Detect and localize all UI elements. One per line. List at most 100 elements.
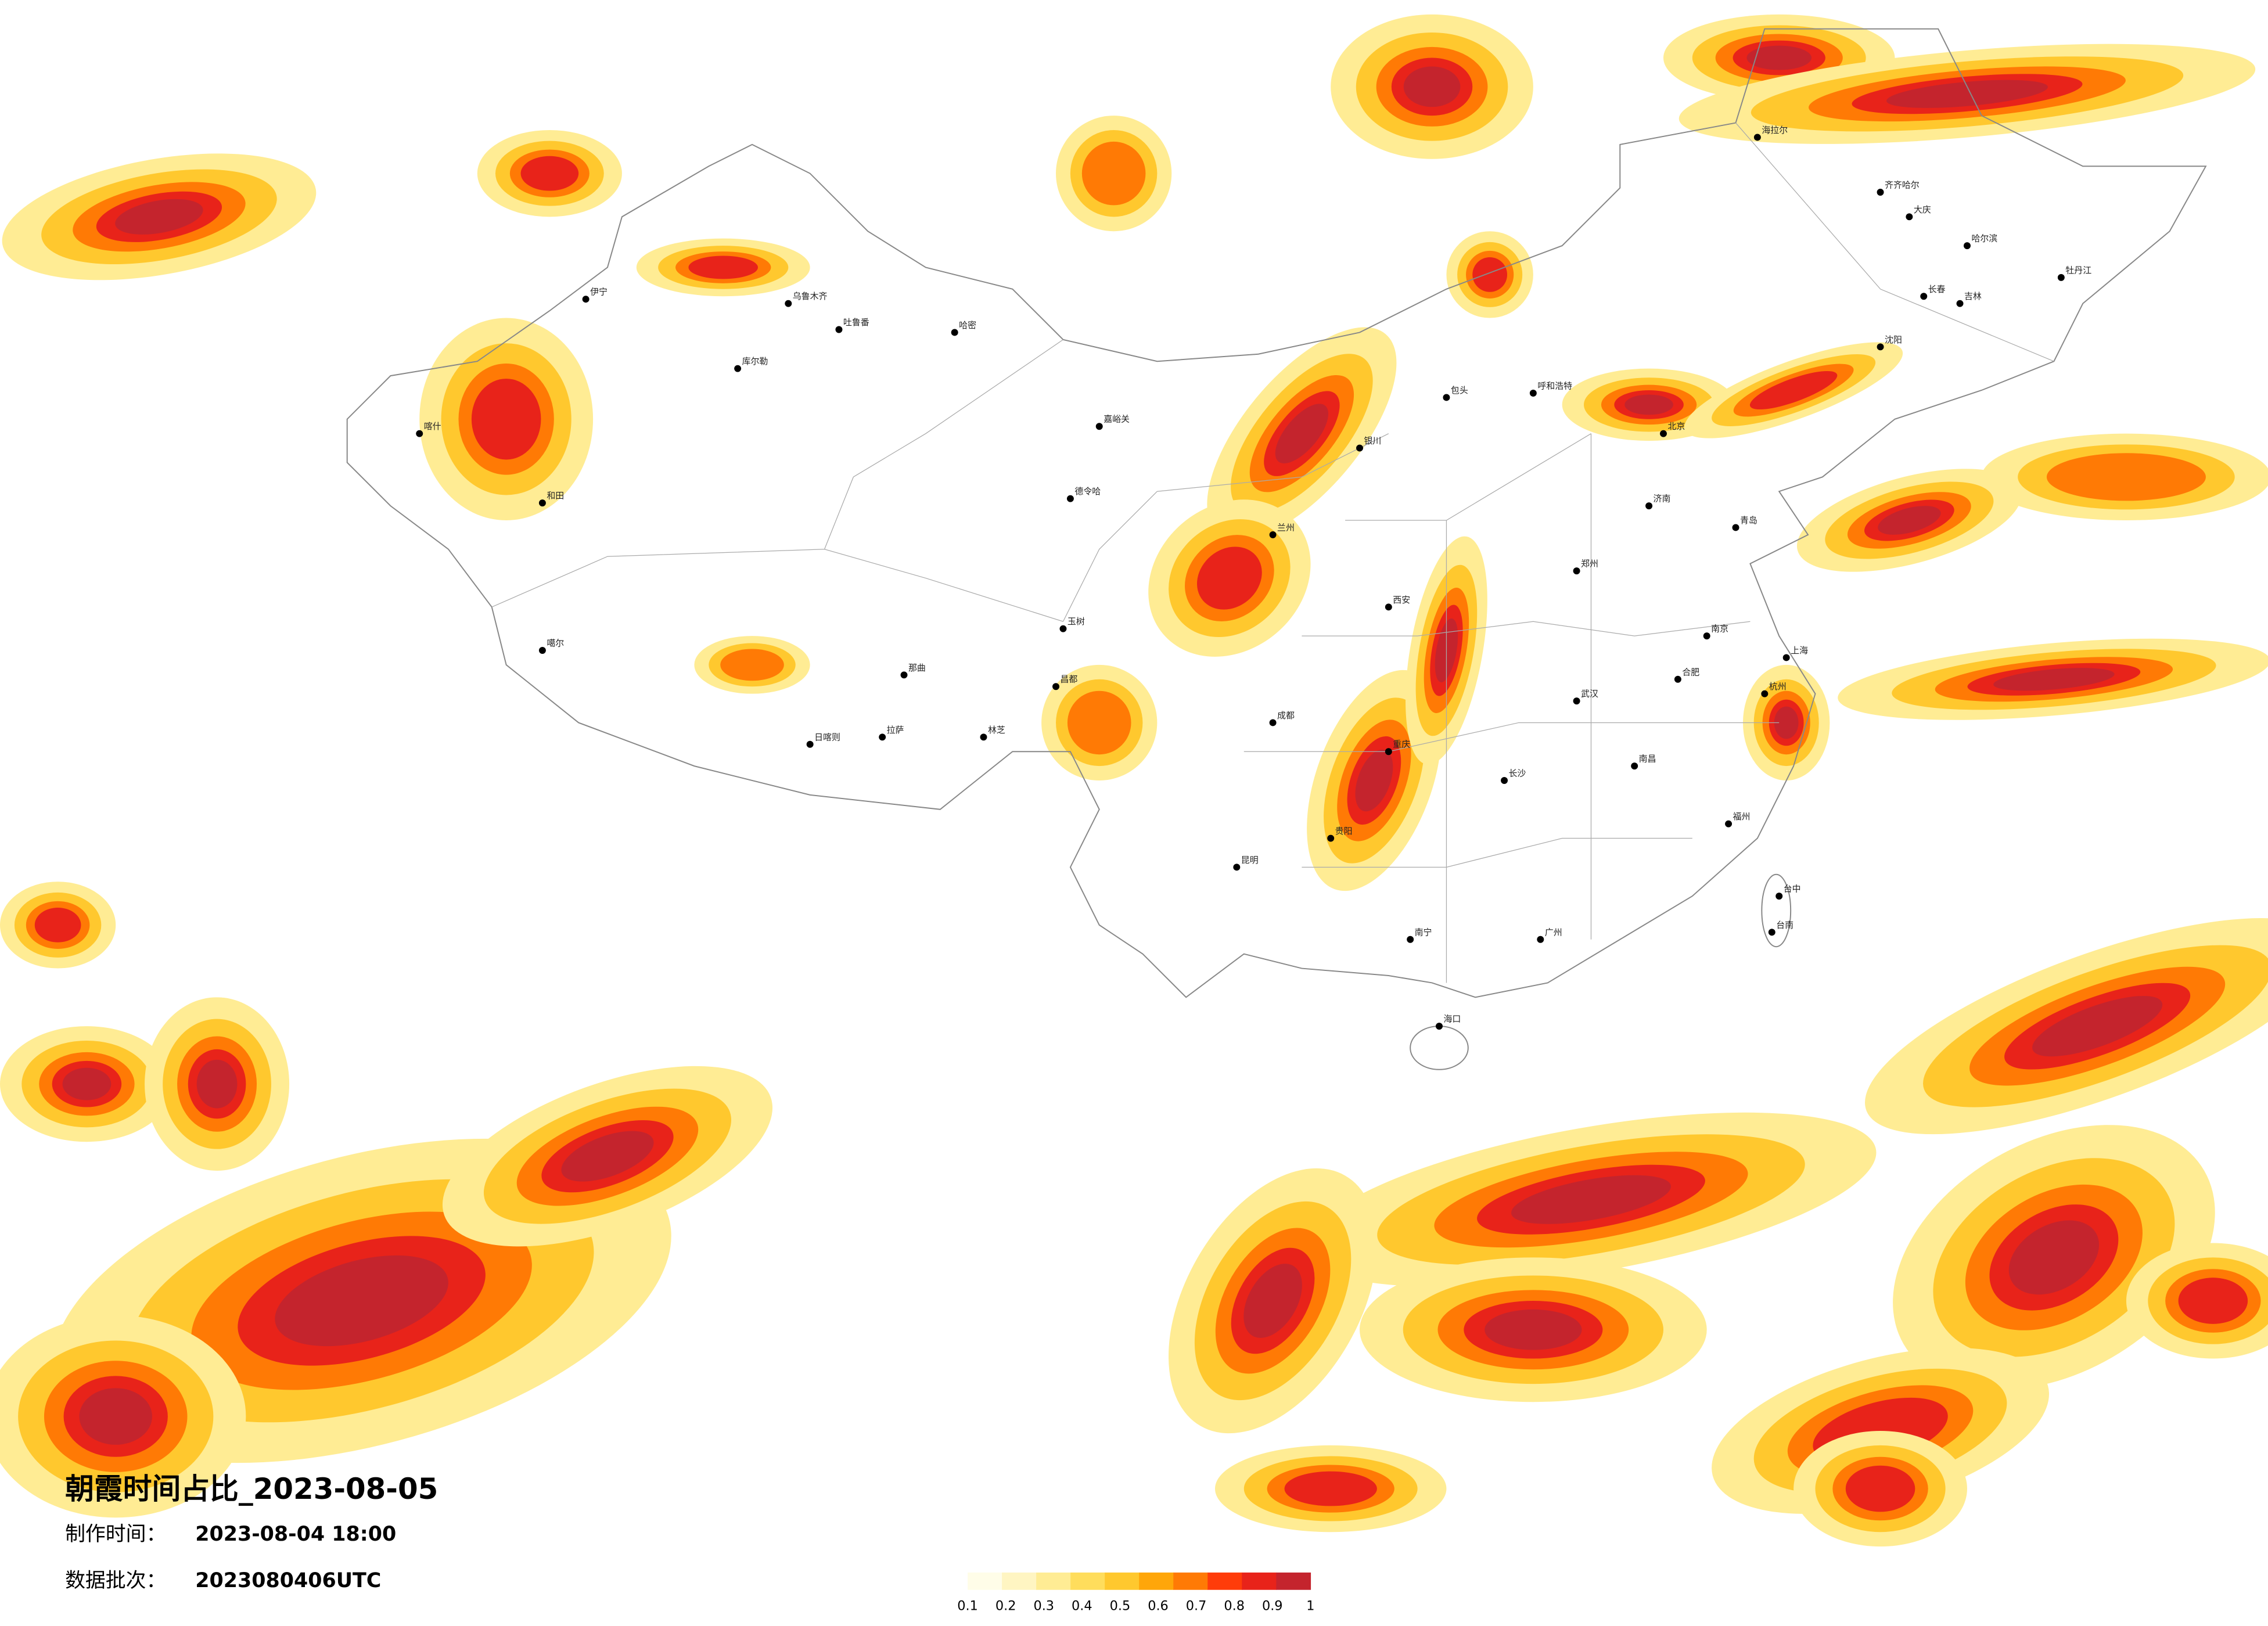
field: [1196, 546, 1262, 610]
city-label: 嘉峪关: [1104, 414, 1130, 425]
city-label: 玉树: [1067, 616, 1085, 627]
city-label: 广州: [1545, 927, 1562, 937]
field: [1485, 1309, 1582, 1350]
city-label: 吉林: [1964, 291, 1982, 301]
made-value: 2023-08-04 18:00: [195, 1523, 396, 1546]
city-label: 昆明: [1241, 855, 1259, 865]
city-label: 北京: [1667, 421, 1685, 431]
city-label: 海拉尔: [1762, 125, 1788, 135]
field: [2046, 453, 2206, 501]
city-dot: [1385, 603, 1392, 611]
field: [1624, 394, 1673, 415]
city-label: 伊宁: [590, 287, 608, 297]
city-label: 银川: [1364, 436, 1381, 446]
city-dot: [1066, 495, 1074, 502]
legend-swatch: [1207, 1572, 1243, 1590]
city-label: 台中: [1784, 884, 1801, 894]
city-dot: [1269, 719, 1277, 726]
city-label: 长沙: [1509, 768, 1526, 779]
city-dot: [2057, 274, 2065, 281]
city-dot: [1436, 1023, 1443, 1030]
city-dot: [1052, 683, 1059, 690]
legend-label: 1: [1306, 1599, 1314, 1614]
city-label: 成都: [1277, 710, 1295, 721]
field: [561, 1131, 654, 1182]
field: [79, 1388, 152, 1445]
city-dot: [1573, 567, 1580, 575]
legend-label: 0.6: [1148, 1599, 1169, 1614]
city-dot: [1356, 444, 1363, 452]
city-dot: [951, 329, 958, 336]
city-label: 海口: [1443, 1014, 1461, 1024]
city-dot: [538, 499, 546, 507]
city-dot: [1443, 394, 1450, 401]
city-dot: [1753, 134, 1761, 141]
city-label: 哈密: [959, 320, 976, 330]
city-label: 吐鲁番: [843, 317, 869, 328]
city-label: 哈尔滨: [1971, 233, 1997, 244]
city-dot: [1906, 213, 1913, 221]
field: [115, 199, 203, 235]
batch-value: 2023080406UTC: [195, 1569, 381, 1592]
field: [62, 1067, 112, 1100]
city-dot: [1233, 864, 1241, 871]
city-label: 贵阳: [1335, 826, 1353, 836]
city-label: 郑州: [1581, 559, 1598, 569]
city-dot: [1782, 654, 1790, 661]
city-dot: [1327, 834, 1335, 842]
legend-label: 0.8: [1224, 1599, 1245, 1614]
city-label: 包头: [1451, 385, 1468, 395]
field: [1511, 1175, 1671, 1224]
city-label: 杭州: [1769, 681, 1787, 692]
city-label: 噶尔: [547, 638, 564, 649]
city-label: 上海: [1791, 645, 1808, 656]
city-dot: [538, 647, 546, 654]
city-label: 青岛: [1740, 515, 1757, 526]
city-dot: [1920, 293, 1928, 300]
city-label: 重庆: [1393, 739, 1410, 750]
field: [1993, 668, 2115, 691]
city-dot: [1537, 936, 1544, 943]
field: [1355, 749, 1393, 812]
city-dot: [806, 740, 814, 748]
city-dot: [1529, 390, 1537, 397]
city-dot: [980, 733, 987, 741]
city-label: 福州: [1733, 811, 1751, 822]
city-dot: [1660, 430, 1667, 437]
city-label: 西安: [1393, 595, 1410, 605]
city-dot: [1573, 697, 1580, 705]
field: [1243, 1264, 1302, 1338]
province-lines: [491, 123, 2054, 983]
city-label: 德令哈: [1074, 486, 1101, 497]
field: [2178, 1278, 2248, 1324]
taiwan: [1761, 873, 1792, 948]
city-label: 拉萨: [887, 725, 904, 735]
city-dot: [1964, 242, 1971, 250]
field: [1067, 690, 1131, 755]
city-dot: [1703, 632, 1710, 640]
field: [2008, 1220, 2100, 1295]
city-dot: [582, 296, 590, 303]
city-dot: [1269, 531, 1277, 538]
city-label: 昌都: [1060, 674, 1077, 685]
city-label: 库尔勒: [742, 356, 768, 366]
legend-swatch: [1242, 1572, 1277, 1590]
city-dot: [1095, 423, 1103, 430]
legend-swatch: [1070, 1572, 1105, 1590]
city-dot: [1501, 777, 1508, 784]
city-label: 南京: [1711, 624, 1728, 634]
field: [1749, 370, 1838, 410]
city-label: 林芝: [988, 725, 1005, 735]
city-dot: [1768, 929, 1775, 936]
city-label: 长春: [1928, 284, 1946, 294]
city-label: 和田: [547, 491, 564, 501]
field: [1284, 1471, 1377, 1506]
city-label: 喀什: [424, 421, 441, 431]
city-label: 沈阳: [1885, 334, 1902, 345]
city-label: 台南: [1776, 920, 1793, 930]
field: [1878, 506, 1941, 535]
city-dot: [1674, 675, 1681, 683]
city-dot: [1725, 820, 1733, 828]
city-label: 日喀则: [814, 732, 840, 742]
